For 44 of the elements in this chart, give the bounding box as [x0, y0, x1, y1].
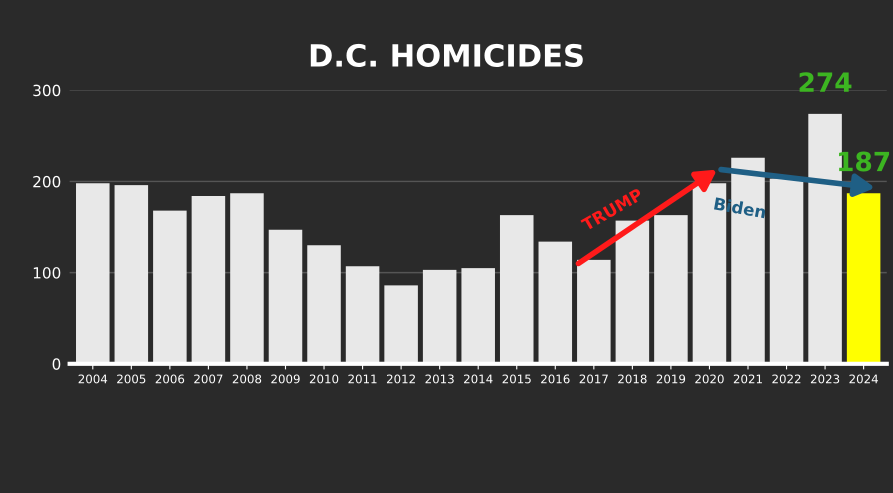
y-tick-label: 300 — [33, 84, 60, 96]
bar — [114, 185, 148, 364]
bar — [346, 266, 380, 364]
x-tick-label: 2012 — [386, 374, 415, 384]
bar — [770, 178, 804, 364]
bar — [422, 270, 456, 364]
x-tick-label: 2018 — [618, 374, 647, 384]
bar — [307, 245, 341, 364]
x-tick-label: 2023 — [810, 374, 840, 384]
x-tick-label: 2020 — [695, 374, 724, 384]
y-tick-label: 200 — [33, 176, 60, 188]
bar — [192, 196, 226, 364]
y-tick-label: 100 — [34, 267, 60, 279]
bar — [268, 230, 302, 364]
bar — [577, 260, 611, 364]
x-tick-label: 2014 — [464, 374, 493, 384]
data-label: 274 — [800, 72, 852, 92]
x-tick-label: 2008 — [232, 374, 262, 384]
x-tick-label: 2022 — [772, 374, 800, 384]
x-tick-label: 2021 — [734, 374, 762, 384]
x-tick-label: 2009 — [271, 374, 300, 384]
x-tick-label: 2007 — [194, 374, 222, 384]
annotation: Biden — [714, 196, 766, 218]
bar — [654, 215, 688, 364]
x-tick-label: 2019 — [656, 374, 686, 384]
x-tick-label: 2005 — [117, 374, 146, 384]
x-tick-label: 2010 — [310, 374, 338, 384]
y-tick-label: 0 — [52, 358, 60, 370]
bar — [500, 215, 534, 364]
bar — [76, 183, 110, 364]
x-tick-label: 2004 — [78, 374, 108, 384]
chart-title: D.C. HOMICIDES — [310, 44, 583, 67]
x-tick-label: 2015 — [502, 374, 531, 384]
x-tick-label: 2024 — [849, 374, 878, 384]
bar — [384, 285, 418, 364]
x-tick-label: 2013 — [426, 374, 454, 384]
x-tick-label: 2011 — [348, 374, 377, 384]
bar — [461, 268, 495, 364]
bar — [538, 242, 572, 364]
bar — [153, 210, 187, 364]
x-tick-label: 2017 — [580, 374, 608, 384]
x-tick-label: 2016 — [541, 374, 570, 384]
x-tick-label: 2006 — [156, 374, 184, 384]
bar — [230, 193, 264, 364]
